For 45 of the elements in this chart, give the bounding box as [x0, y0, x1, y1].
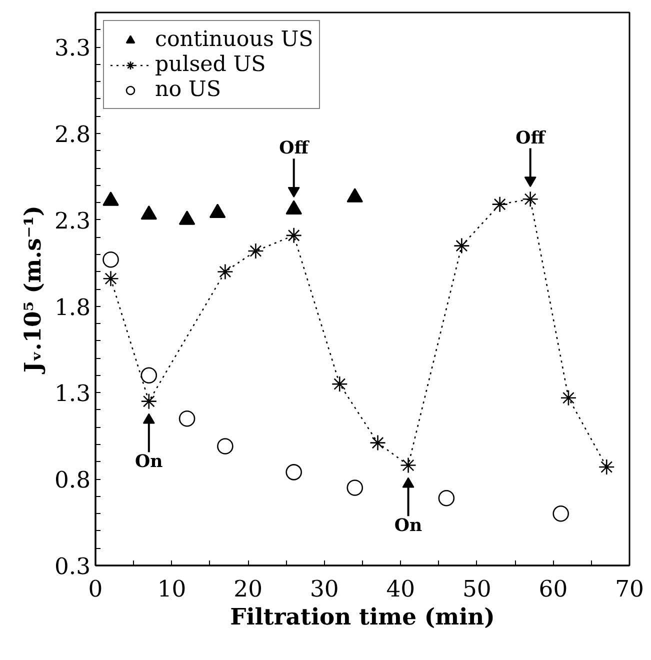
x-tick-label: 70: [615, 576, 644, 602]
x-tick-label: 30: [310, 576, 339, 602]
y-axis-title: Jᵥ.10⁵ (m.s⁻¹): [20, 205, 46, 375]
point: [102, 270, 119, 287]
point: [286, 227, 302, 244]
point: [552, 506, 569, 522]
point: [560, 390, 577, 406]
x-tick-label: 60: [538, 576, 568, 602]
y-tick-label: 1.3: [54, 381, 90, 408]
y-tick-label: 2.8: [54, 122, 90, 148]
point: [217, 264, 234, 280]
y-tick-label: 2.3: [54, 208, 90, 234]
point: [598, 458, 615, 476]
x-tick-label: 20: [234, 576, 262, 602]
legend-label: continuous US: [155, 27, 314, 52]
x-tick-label: 0: [88, 576, 103, 602]
point: [140, 393, 158, 410]
legend-label: pulsed US: [155, 52, 266, 77]
y-tick-label: 1.8: [54, 294, 90, 321]
point: [454, 238, 470, 254]
x-axis-title: Filtration time (min): [230, 604, 495, 630]
point: [522, 190, 538, 208]
legend-label: no US: [155, 77, 221, 102]
annotation: Off: [516, 128, 547, 148]
point: [286, 464, 302, 480]
point: [370, 434, 386, 451]
point: [331, 376, 348, 392]
point: [178, 410, 196, 427]
annotation: On: [135, 452, 164, 472]
y-tick-label: 0.8: [54, 468, 90, 494]
x-tick-label: 10: [157, 576, 186, 602]
y-tick-label: 0.3: [54, 554, 90, 580]
y-tick-label: 3.3: [54, 36, 90, 62]
x-tick-label: 40: [386, 576, 416, 602]
point: [346, 480, 364, 496]
annotation: On: [394, 516, 423, 536]
x-tick-label: 50: [462, 576, 492, 602]
point: [438, 490, 455, 506]
point: [492, 196, 508, 212]
point: [217, 438, 234, 454]
point: [248, 242, 264, 260]
point: [140, 367, 158, 384]
point: [400, 457, 416, 474]
annotation: Off: [279, 138, 310, 159]
point: [102, 251, 119, 268]
